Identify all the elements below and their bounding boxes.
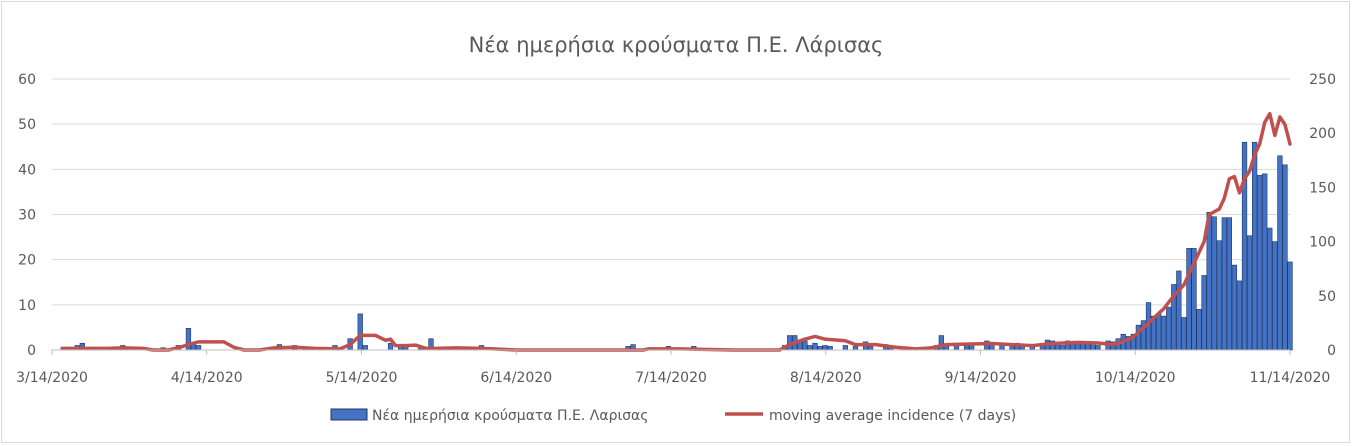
y-left-tick-label: 40	[18, 162, 36, 178]
legend: Νέα ημερήσια κρούσματα Π.Ε. Λαρισας movi…	[330, 408, 1016, 424]
bar	[1211, 216, 1217, 351]
bar	[1186, 248, 1192, 351]
bar	[1156, 313, 1162, 351]
bar	[1075, 344, 1081, 351]
y-left-tick-label: 0	[27, 343, 36, 359]
y-axis-left: 0 10 20 30 40 50 60	[18, 72, 36, 359]
y-axis-right: 0 50 100 150 200 250	[1309, 72, 1336, 359]
bar	[1216, 240, 1222, 351]
bar	[812, 342, 818, 351]
bar	[1181, 317, 1187, 351]
y-left-tick-label: 60	[18, 72, 36, 88]
bar	[1221, 217, 1227, 351]
bar	[953, 345, 960, 351]
bar	[1059, 345, 1066, 351]
bar	[802, 340, 808, 351]
bar	[1277, 155, 1283, 351]
bar	[1206, 211, 1212, 351]
bar	[963, 345, 970, 351]
bar	[817, 346, 823, 351]
bar	[1196, 309, 1202, 351]
y-right-tick-label: 200	[1309, 126, 1336, 142]
bar	[1231, 264, 1238, 351]
y-left-tick-label: 10	[18, 298, 36, 314]
legend-bar-swatch	[330, 408, 368, 421]
bar	[1161, 315, 1167, 351]
x-tick-label: 3/14/2020	[16, 370, 88, 386]
bar	[852, 346, 859, 351]
x-axis: 3/14/2020 4/14/2020 5/14/2020 6/14/2020 7/14…	[16, 349, 1331, 386]
x-tick-label: 5/14/2020	[326, 370, 398, 386]
y-right-tick-label: 0	[1327, 343, 1336, 359]
bar	[387, 342, 394, 351]
bar	[1267, 227, 1273, 351]
bar	[822, 345, 828, 351]
y-right-tick-label: 250	[1309, 72, 1336, 88]
bar	[1201, 275, 1207, 351]
bar	[807, 345, 813, 351]
bar	[1246, 235, 1253, 351]
bar-series	[74, 141, 1293, 351]
bar	[938, 335, 944, 351]
bar	[842, 345, 848, 351]
x-tick-label: 7/14/2020	[635, 370, 707, 386]
bar	[1166, 306, 1172, 351]
y-left-tick-label: 50	[18, 117, 36, 133]
bar	[1095, 345, 1101, 351]
bar	[1176, 270, 1182, 351]
bar	[1257, 174, 1263, 351]
bar	[1282, 164, 1288, 351]
bar	[867, 346, 874, 351]
x-tick-label: 4/14/2020	[171, 370, 243, 386]
y-right-tick-label: 100	[1309, 235, 1336, 251]
y-right-tick-label: 150	[1309, 180, 1336, 196]
x-tick-label: 11/14/2020	[1250, 370, 1331, 386]
bar	[195, 345, 202, 351]
bar	[1287, 261, 1293, 351]
gridlines	[52, 78, 1290, 351]
y-left-tick-label: 30	[18, 208, 36, 224]
y-left-tick-label: 20	[18, 253, 36, 269]
x-tick-label: 9/14/2020	[945, 370, 1017, 386]
y-right-tick-label: 50	[1318, 289, 1336, 305]
moving-average-line	[60, 111, 1292, 352]
bar	[357, 313, 363, 351]
x-tick-label: 6/14/2020	[480, 370, 552, 386]
legend-line-label: moving average incidence (7 days)	[769, 408, 1016, 424]
legend-bar-label: Νέα ημερήσια κρούσματα Π.Ε. Λαρισας	[372, 408, 649, 424]
bar	[362, 345, 368, 351]
bar	[827, 346, 833, 351]
bar	[1262, 173, 1268, 351]
bar	[1236, 280, 1243, 351]
chart-title: Νέα ημερήσια κρούσματα Π.Ε. Λάρισας	[469, 33, 884, 57]
bar	[1226, 217, 1232, 351]
bar	[1272, 241, 1278, 351]
x-tick-label: 8/14/2020	[790, 370, 862, 386]
bar	[1252, 141, 1258, 351]
x-tick-label: 10/14/2020	[1095, 370, 1176, 386]
